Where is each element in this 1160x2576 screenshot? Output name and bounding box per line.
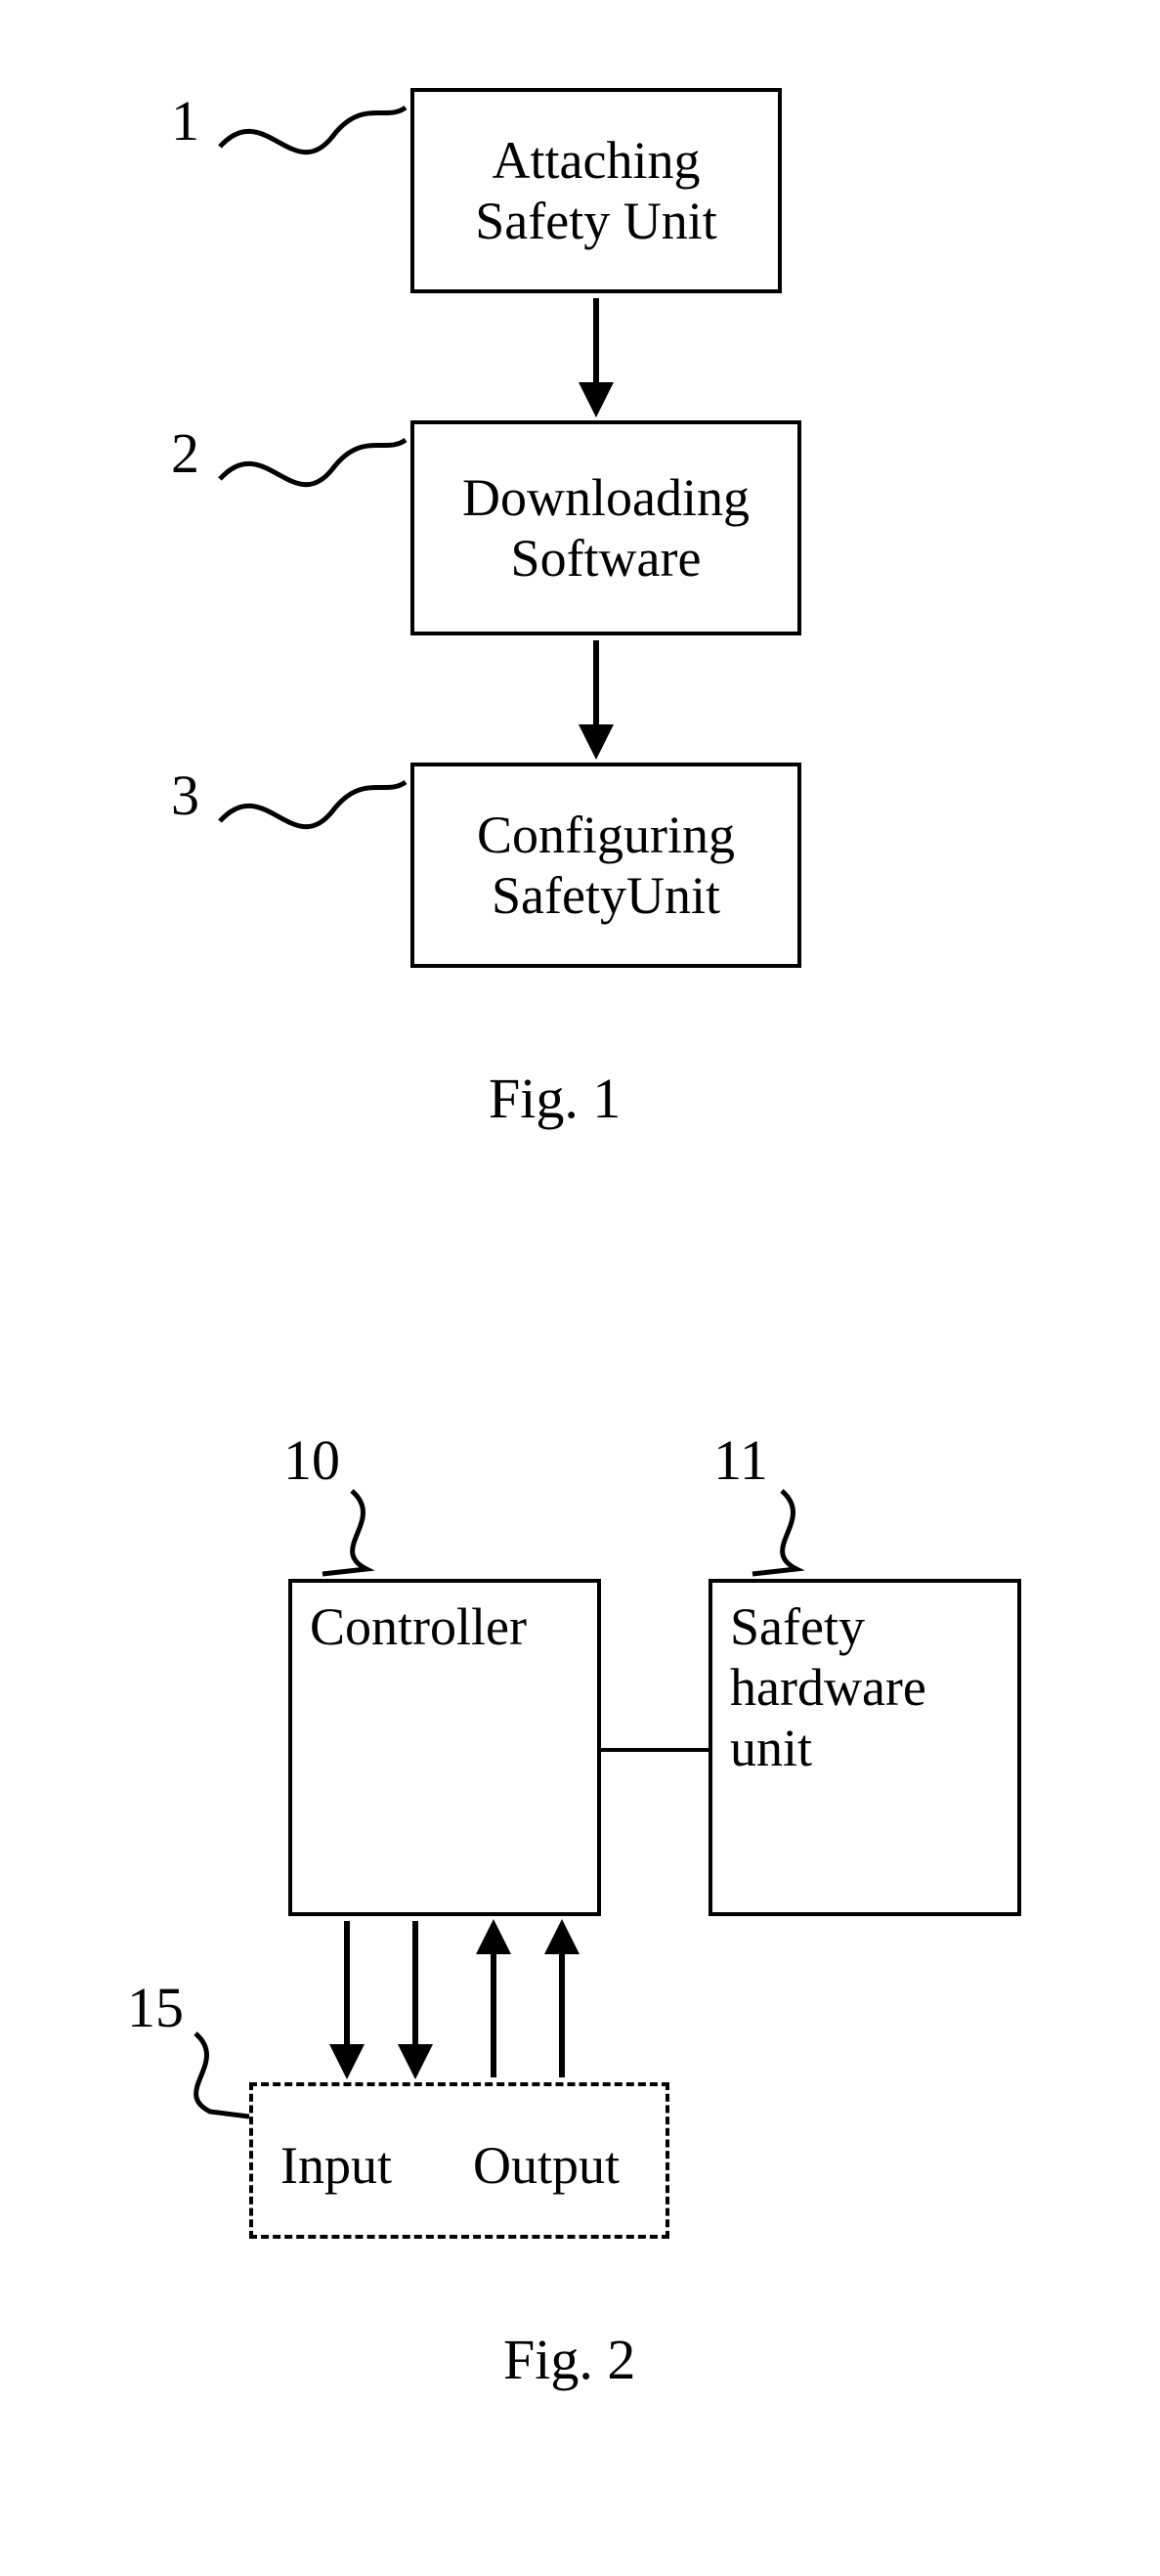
fig1-node3-line1: Configuring bbox=[477, 806, 735, 864]
fig1-node2-text: Downloading Software bbox=[462, 467, 750, 589]
fig1-node2-line2: Software bbox=[511, 529, 702, 588]
fig1-node-downloading: Downloading Software bbox=[410, 420, 801, 635]
fig1-label-3: 3 bbox=[171, 763, 199, 828]
fig1-node-configuring: Configuring SafetyUnit bbox=[410, 763, 801, 968]
fig1-caption: Fig. 1 bbox=[489, 1066, 621, 1131]
fig2-controller-label: Controller bbox=[310, 1596, 527, 1657]
fig1-node3-line2: SafetyUnit bbox=[492, 866, 720, 925]
fig1-squiggle-3 bbox=[220, 782, 406, 827]
fig2-squiggle-10 bbox=[322, 1491, 366, 1574]
fig2-label-15: 15 bbox=[127, 1975, 184, 2040]
fig2-io-output-label: Output bbox=[473, 2135, 620, 2196]
fig1-label-1: 1 bbox=[171, 88, 199, 153]
fig1-node1-line2: Safety Unit bbox=[475, 192, 716, 250]
fig1-node2-line1: Downloading bbox=[462, 468, 750, 527]
fig2-label-11: 11 bbox=[713, 1427, 768, 1493]
fig1-node1-line1: Attaching bbox=[493, 131, 701, 190]
fig2-controller-box: Controller bbox=[288, 1579, 601, 1916]
fig2-io-input-label: Input bbox=[280, 2135, 392, 2196]
fig1-node1-text: Attaching Safety Unit bbox=[475, 130, 716, 251]
fig2-safety-line2: hardware bbox=[730, 1658, 926, 1717]
fig2-squiggle-11 bbox=[752, 1491, 796, 1574]
fig1-squiggle-1 bbox=[220, 108, 406, 153]
page: Attaching Safety Unit Downloading Softwa… bbox=[0, 0, 1160, 2576]
fig2-caption: Fig. 2 bbox=[503, 2327, 635, 2392]
fig1-label-2: 2 bbox=[171, 420, 199, 486]
fig1-node3-text: Configuring SafetyUnit bbox=[477, 805, 735, 926]
fig2-io-box: Input Output bbox=[249, 2082, 669, 2239]
fig2-label-10: 10 bbox=[283, 1427, 340, 1493]
fig1-node-attaching: Attaching Safety Unit bbox=[410, 88, 782, 293]
fig2-squiggle-15 bbox=[195, 2033, 249, 2117]
fig2-safety-box: Safety hardware unit bbox=[709, 1579, 1021, 1916]
fig2-safety-line1: Safety bbox=[730, 1597, 865, 1656]
fig1-squiggle-2 bbox=[220, 440, 406, 485]
fig2-safety-text: Safety hardware unit bbox=[730, 1596, 926, 1778]
fig2-safety-line3: unit bbox=[730, 1719, 812, 1777]
